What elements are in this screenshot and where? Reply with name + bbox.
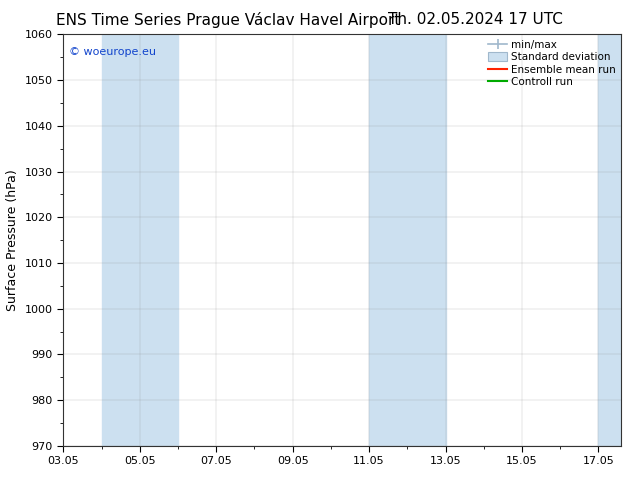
Y-axis label: Surface Pressure (hPa): Surface Pressure (hPa): [6, 169, 19, 311]
Text: ENS Time Series Prague Václav Havel Airport: ENS Time Series Prague Václav Havel Airp…: [56, 12, 401, 28]
Bar: [101, 34, 178, 446]
Bar: [598, 34, 621, 446]
Text: © woeurope.eu: © woeurope.eu: [69, 47, 156, 57]
Text: Th. 02.05.2024 17 UTC: Th. 02.05.2024 17 UTC: [388, 12, 563, 27]
Bar: [369, 34, 446, 446]
Legend: min/max, Standard deviation, Ensemble mean run, Controll run: min/max, Standard deviation, Ensemble me…: [486, 37, 618, 89]
